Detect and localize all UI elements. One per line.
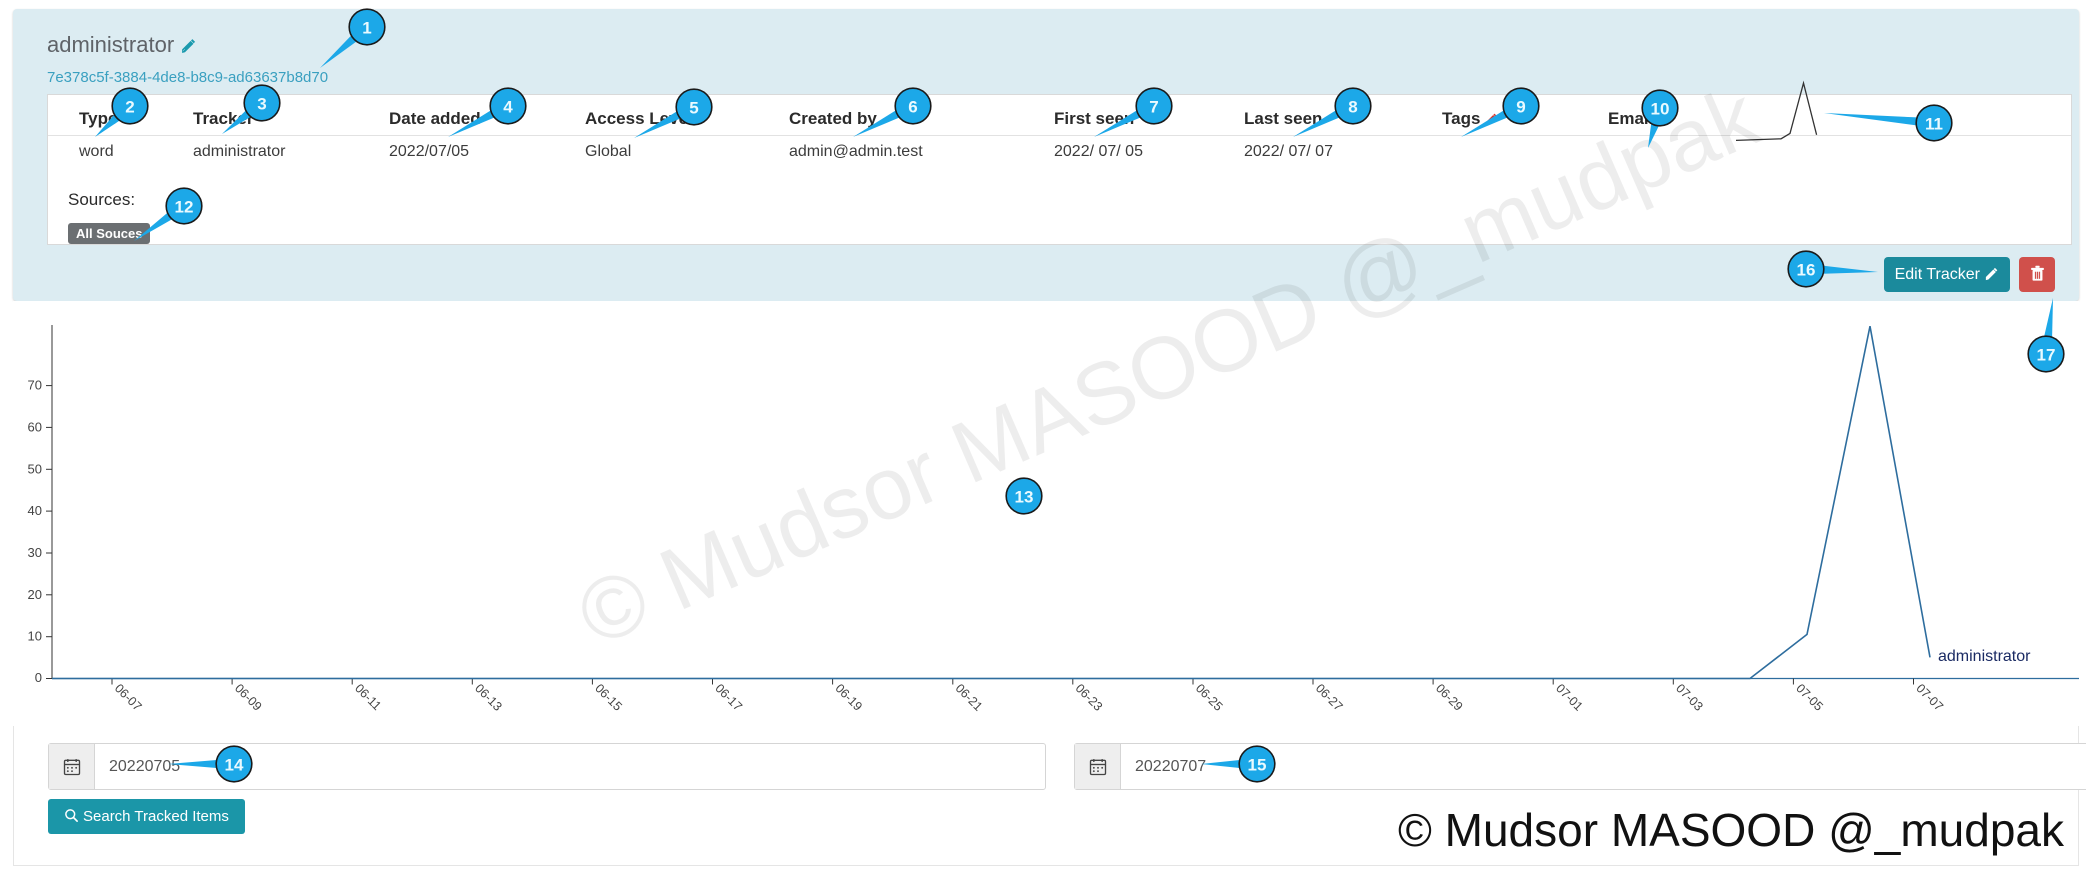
svg-text:60: 60	[28, 419, 42, 434]
svg-text:40: 40	[28, 503, 42, 518]
svg-text:07-01: 07-01	[1553, 681, 1586, 714]
svg-text:06-09: 06-09	[232, 681, 265, 714]
svg-text:06-23: 06-23	[1073, 681, 1106, 714]
svg-text:0: 0	[35, 670, 42, 685]
svg-text:07-03: 07-03	[1673, 681, 1706, 714]
svg-text:20: 20	[28, 587, 42, 602]
svg-text:06-13: 06-13	[472, 681, 505, 714]
svg-text:30: 30	[28, 545, 42, 560]
svg-text:06-21: 06-21	[953, 681, 986, 714]
svg-text:06-25: 06-25	[1193, 681, 1226, 714]
svg-text:06-07: 06-07	[112, 681, 145, 714]
svg-text:50: 50	[28, 461, 42, 476]
svg-text:06-27: 06-27	[1313, 681, 1346, 714]
svg-text:06-15: 06-15	[592, 681, 625, 714]
svg-text:06-11: 06-11	[352, 681, 384, 713]
svg-text:07-07: 07-07	[1913, 681, 1946, 714]
svg-text:06-29: 06-29	[1433, 681, 1466, 714]
svg-text:06-19: 06-19	[832, 681, 865, 714]
svg-text:06-17: 06-17	[712, 681, 745, 714]
svg-text:07-05: 07-05	[1793, 681, 1826, 714]
svg-text:10: 10	[28, 629, 42, 644]
svg-text:70: 70	[28, 378, 42, 393]
svg-text:administrator: administrator	[1938, 648, 2031, 665]
